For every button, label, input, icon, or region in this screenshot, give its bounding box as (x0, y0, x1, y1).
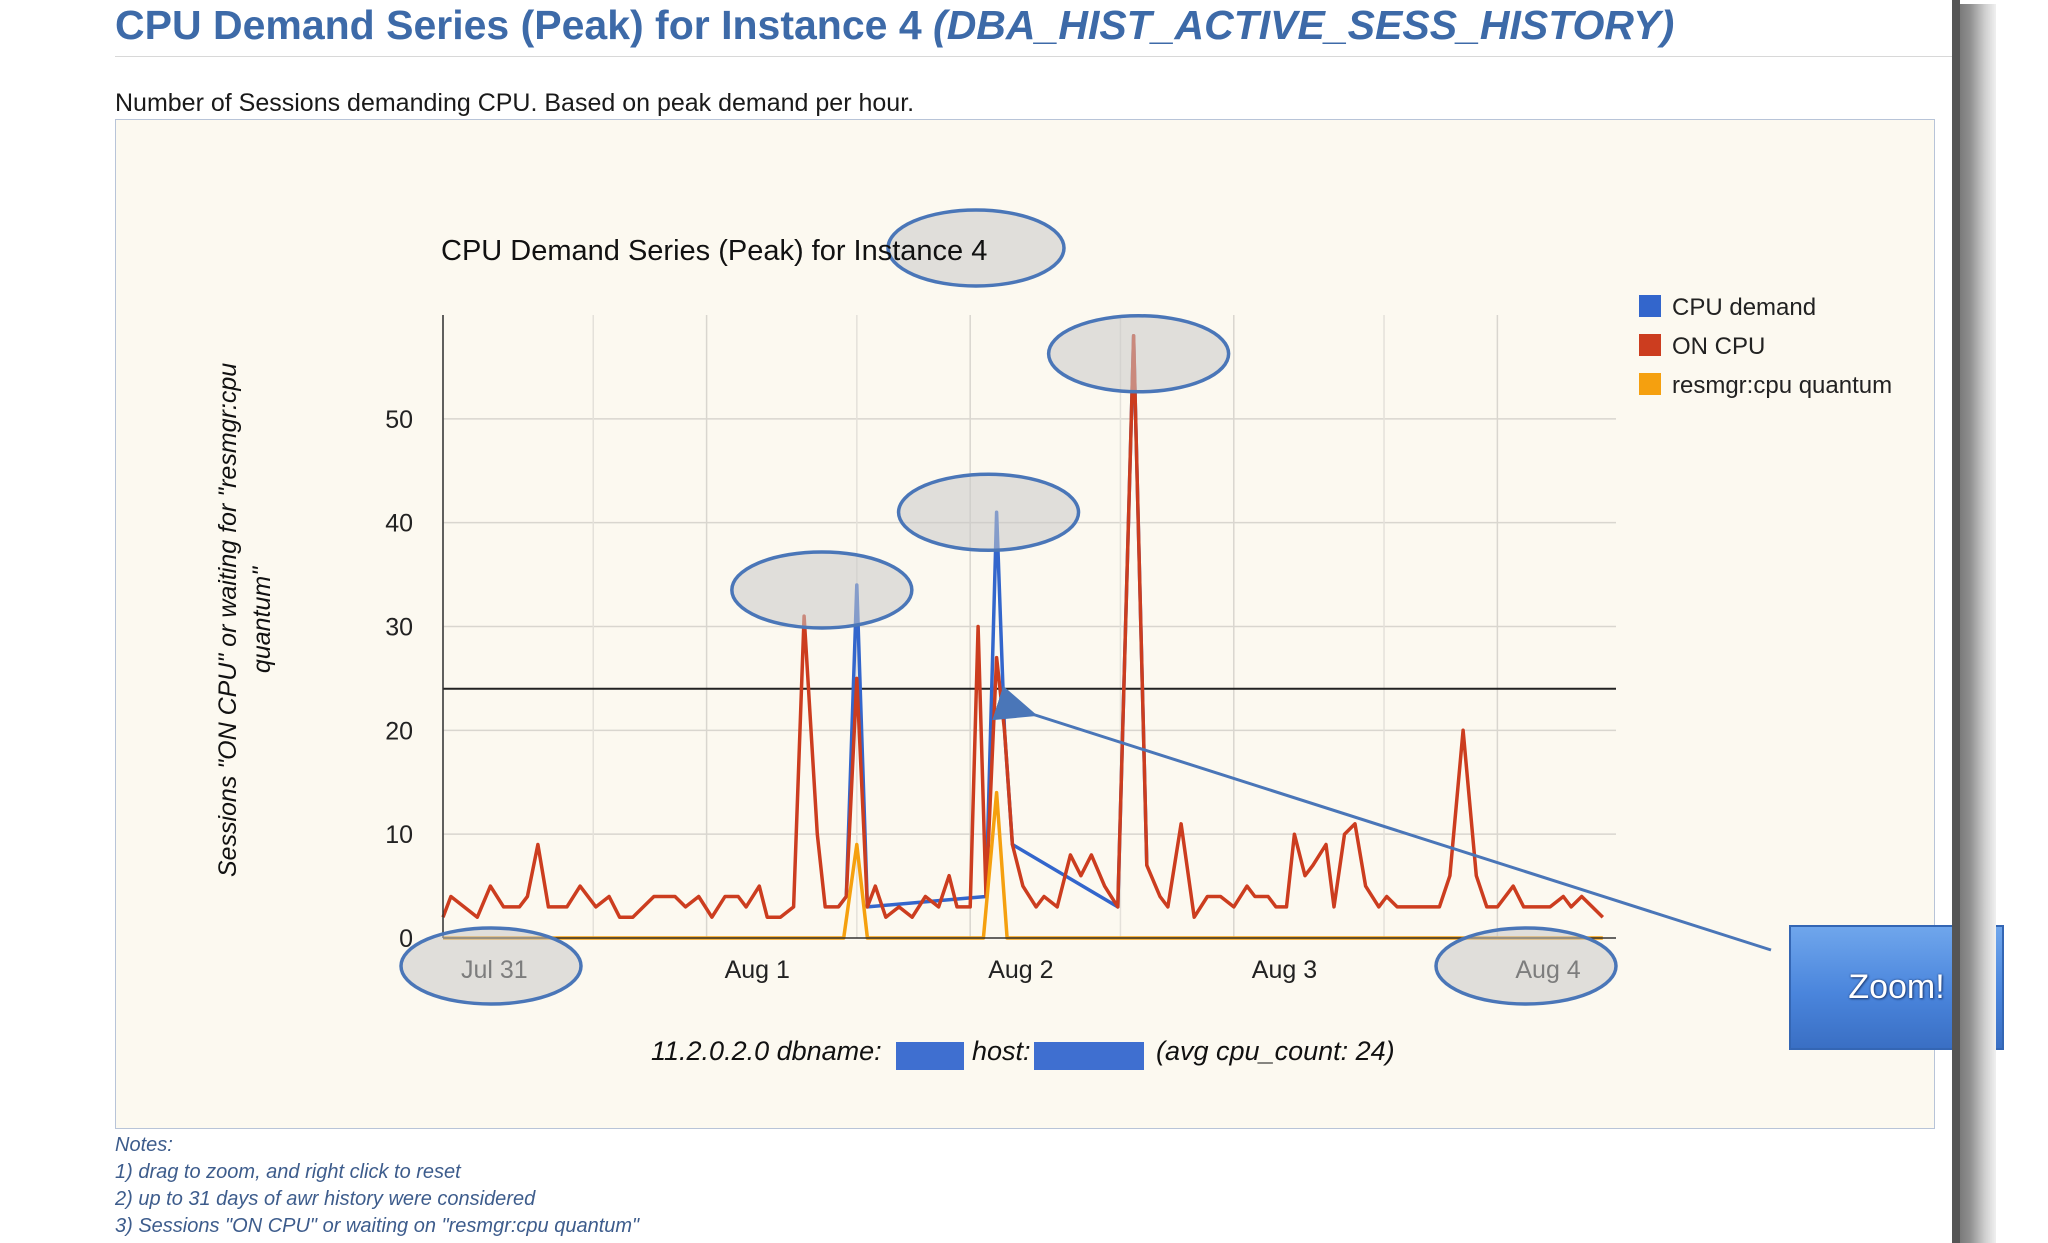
y-tick-label: 50 (385, 406, 413, 434)
x-axis-label-version: 11.2.0.2.0 dbname: (651, 1036, 882, 1066)
chart-description: Number of Sessions demanding CPU. Based … (115, 89, 915, 117)
redacted-host (1034, 1042, 1144, 1070)
title-divider (115, 56, 1955, 57)
x-axis-label-host: host: (972, 1036, 1031, 1066)
highlight-peak-ellipse (896, 472, 1081, 553)
highlight-end-date-ellipse (1434, 926, 1618, 1006)
legend-swatch (1639, 334, 1661, 356)
y-tick-label: 30 (385, 614, 413, 642)
y-tick-label: 20 (385, 717, 413, 745)
chart-title: CPU Demand Series (Peak) for Instance 4 (441, 235, 987, 267)
x-tick-label: Aug 1 (725, 956, 790, 984)
x-axis-label: 11.2.0.2.0 dbname: host: (avg cpu_count:… (651, 1036, 1395, 1070)
page-title-text: CPU Demand Series (Peak) for Instance 4 (115, 2, 922, 48)
highlight-peak-ellipse (1046, 314, 1231, 394)
note-item: 2) up to 31 days of awr history were con… (115, 1188, 536, 1210)
legend-label[interactable]: ON CPU (1672, 333, 1765, 360)
right-edge-border (1952, 0, 1960, 1243)
highlight-start-date-ellipse (399, 926, 583, 1006)
zoom-callout-label: Zoom! (1848, 968, 1945, 1006)
y-tick-label: 40 (385, 510, 413, 538)
redacted-dbname (896, 1042, 964, 1070)
note-item: 1) drag to zoom, and right click to rese… (115, 1161, 461, 1183)
page-title: CPU Demand Series (Peak) for Instance 4 … (115, 2, 1674, 49)
page-title-view-name: (DBA_HIST_ACTIVE_SESS_HISTORY) (933, 2, 1675, 48)
x-tick-label: Aug 2 (988, 956, 1053, 984)
legend-swatch (1639, 373, 1661, 395)
zoom-arrow (992, 685, 1772, 952)
highlight-peak-ellipse (730, 550, 914, 630)
x-tick-label: Aug 3 (1252, 956, 1317, 984)
x-axis-label-cpu-count: (avg cpu_count: 24) (1156, 1036, 1395, 1066)
series-on-cpu-line (441, 334, 1605, 919)
highlight-instance-ellipse (886, 208, 1066, 288)
legend-label[interactable]: resmgr:cpu quantum (1672, 372, 1892, 399)
legend-label[interactable]: CPU demand (1672, 294, 1816, 321)
y-tick-label: 10 (385, 821, 413, 849)
y-axis-label: Sessions "ON CPU" or waiting for "resmgr… (214, 363, 276, 877)
notes-section: Notes: 1) drag to zoom, and right click … (115, 1132, 639, 1240)
notes-heading: Notes: (115, 1134, 173, 1156)
legend-swatch (1639, 295, 1661, 317)
y-tick-label: 0 (399, 925, 413, 953)
series-resmgr-line (443, 790, 1603, 940)
note-item: 3) Sessions "ON CPU" or waiting on "resm… (115, 1215, 640, 1237)
